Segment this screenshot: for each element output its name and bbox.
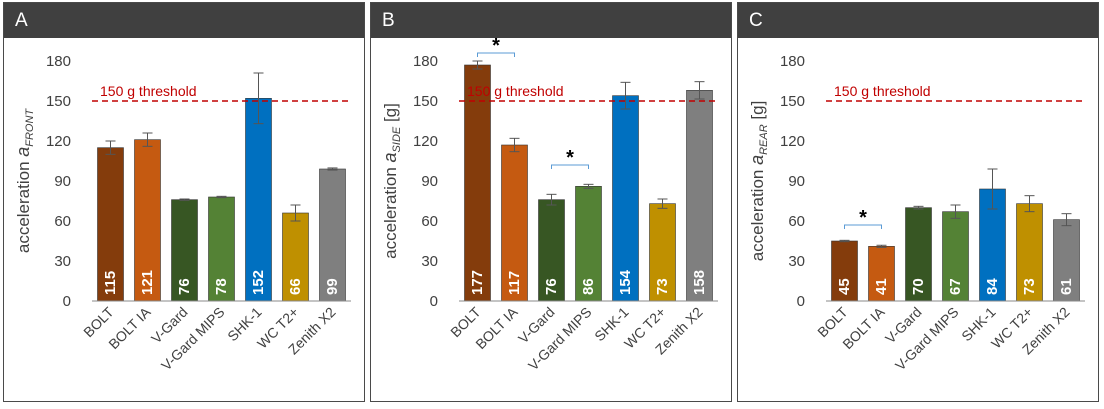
data-label: 121 — [139, 270, 156, 295]
y-tick-label: 180 — [413, 53, 438, 70]
y-tick-label: 150 — [780, 93, 805, 110]
panel-letter: A — [15, 10, 28, 31]
panel-letter: B — [382, 10, 395, 31]
bar — [575, 186, 602, 302]
y-axis-label-sub: FRONT — [24, 108, 36, 147]
y-tick-label: 90 — [54, 173, 71, 190]
data-label: 99 — [324, 278, 341, 295]
bar — [649, 203, 676, 302]
y-tick-label: 120 — [780, 133, 805, 150]
y-tick-label: 120 — [46, 133, 71, 150]
bar — [905, 207, 932, 302]
data-label: 115 — [102, 271, 119, 295]
data-label: 78 — [213, 278, 230, 295]
y-tick-label: 0 — [797, 293, 805, 310]
panel-header: B — [371, 3, 731, 38]
data-label: 45 — [836, 278, 853, 295]
significance-bracket — [477, 52, 515, 57]
y-tick-label: 0 — [63, 293, 71, 310]
y-tick-label: 30 — [54, 253, 71, 270]
data-label: 41 — [873, 278, 890, 295]
y-axis-label-var: a — [13, 147, 33, 157]
chart-a: 0 30 60 90 120 150 180 acceleration aFRONT 115 12… — [13, 53, 351, 373]
bar — [538, 199, 565, 302]
significance-bracket — [844, 224, 882, 229]
data-label: 66 — [287, 278, 304, 295]
y-axis-label-unit: [g] — [748, 101, 767, 125]
y-axis-label-main: acceleration — [14, 157, 33, 253]
y-axis-label-main: acceleration — [748, 165, 767, 261]
y-tick-label: 60 — [421, 213, 438, 230]
y-axis-label: acceleration aSIDE [g] — [380, 103, 403, 259]
panel-c: C 0 30 60 90 120 150 180 acceleration aREAR [g]… — [737, 2, 1099, 402]
bar — [686, 90, 713, 302]
bar — [134, 139, 161, 302]
y-axis-label-var: a — [380, 152, 400, 162]
panel-a: A 0 30 60 90 120 150 180 acceleration aFRONT 115… — [3, 2, 365, 402]
data-label: 61 — [1058, 278, 1075, 295]
data-label: 154 — [617, 269, 634, 295]
bar — [1016, 203, 1043, 302]
y-tick-label: 150 — [413, 93, 438, 110]
bar — [1053, 219, 1080, 302]
data-label: 152 — [250, 270, 267, 295]
y-tick-label: 30 — [421, 253, 438, 270]
y-tick-label: 90 — [788, 173, 805, 190]
data-label: 84 — [984, 278, 1001, 295]
y-tick-label: 60 — [54, 213, 71, 230]
threshold-label: 150 g threshold — [834, 83, 931, 99]
y-tick-label: 180 — [780, 53, 805, 70]
significance-mark: * — [566, 147, 574, 169]
panel-header: A — [4, 3, 364, 38]
data-label: 86 — [580, 278, 597, 295]
bar — [319, 168, 346, 302]
y-tick-label: 30 — [788, 253, 805, 270]
threshold-label: 150 g threshold — [100, 83, 197, 99]
y-tick-label: 90 — [421, 173, 438, 190]
chart-c: 0 30 60 90 120 150 180 acceleration aREAR [g] 45… — [747, 53, 1085, 373]
data-label: 73 — [654, 278, 671, 295]
panel-header: C — [738, 3, 1098, 38]
data-label: 158 — [691, 270, 708, 295]
significance-mark: * — [492, 35, 500, 57]
data-label: 117 — [506, 271, 523, 295]
chart-b: 0 30 60 90 120 150 180 acceleration aSIDE [g] 17… — [380, 35, 718, 373]
x-tick-label: BOLT IA — [472, 303, 521, 352]
data-label: 76 — [543, 278, 560, 295]
bar — [942, 211, 969, 302]
y-tick-label: 60 — [788, 213, 805, 230]
y-tick-label: 0 — [430, 293, 438, 310]
data-label: 67 — [947, 278, 964, 295]
y-axis-label-main: acceleration — [381, 162, 400, 258]
y-axis-label-sub: SIDE — [391, 126, 403, 152]
data-label: 177 — [469, 270, 486, 295]
y-axis-label-var: a — [747, 155, 767, 165]
data-label: 73 — [1021, 278, 1038, 295]
y-axis-label-unit: [g] — [381, 103, 400, 127]
y-axis-label: acceleration aFRONT — [13, 108, 36, 254]
bar — [97, 147, 124, 302]
x-tick-label: BOLT IA — [105, 303, 154, 352]
y-axis-label: acceleration aREAR [g] — [747, 101, 770, 262]
data-label: 70 — [910, 278, 927, 295]
y-tick-label: 150 — [46, 93, 71, 110]
significance-bracket — [551, 164, 589, 169]
threshold-label: 150 g threshold — [467, 83, 564, 99]
panel-letter: C — [749, 10, 763, 31]
bar — [612, 95, 639, 302]
x-tick-label: BOLT IA — [839, 303, 888, 352]
panel-b: B 0 30 60 90 120 150 180 acceleration aSIDE [g]… — [370, 2, 732, 402]
significance-mark: * — [859, 207, 867, 229]
y-tick-label: 120 — [413, 133, 438, 150]
bar — [831, 240, 858, 302]
y-tick-label: 180 — [46, 53, 71, 70]
bar — [464, 64, 491, 302]
y-axis-label-sub: REAR — [758, 124, 770, 155]
data-label: 76 — [176, 278, 193, 295]
